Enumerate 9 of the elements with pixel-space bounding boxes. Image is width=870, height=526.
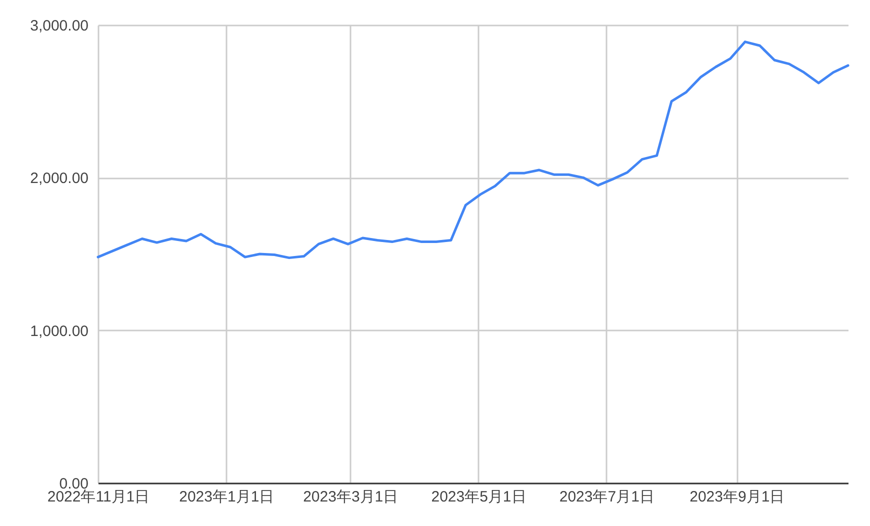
y-tick-label: 2,000.00 xyxy=(30,170,88,188)
x-tick-label: 2023年3月1日 xyxy=(303,488,398,506)
x-tick-label: 2023年5月1日 xyxy=(431,488,526,506)
x-tick-label: 2023年1月1日 xyxy=(179,488,274,506)
x-tick-label: 2023年9月1日 xyxy=(690,488,785,506)
line-series xyxy=(96,40,850,260)
y-tick-label: 3,000.00 xyxy=(30,18,88,34)
x-tick-label: 2023年7月1日 xyxy=(559,488,654,506)
y-tick-label: 1,000.00 xyxy=(30,322,88,340)
